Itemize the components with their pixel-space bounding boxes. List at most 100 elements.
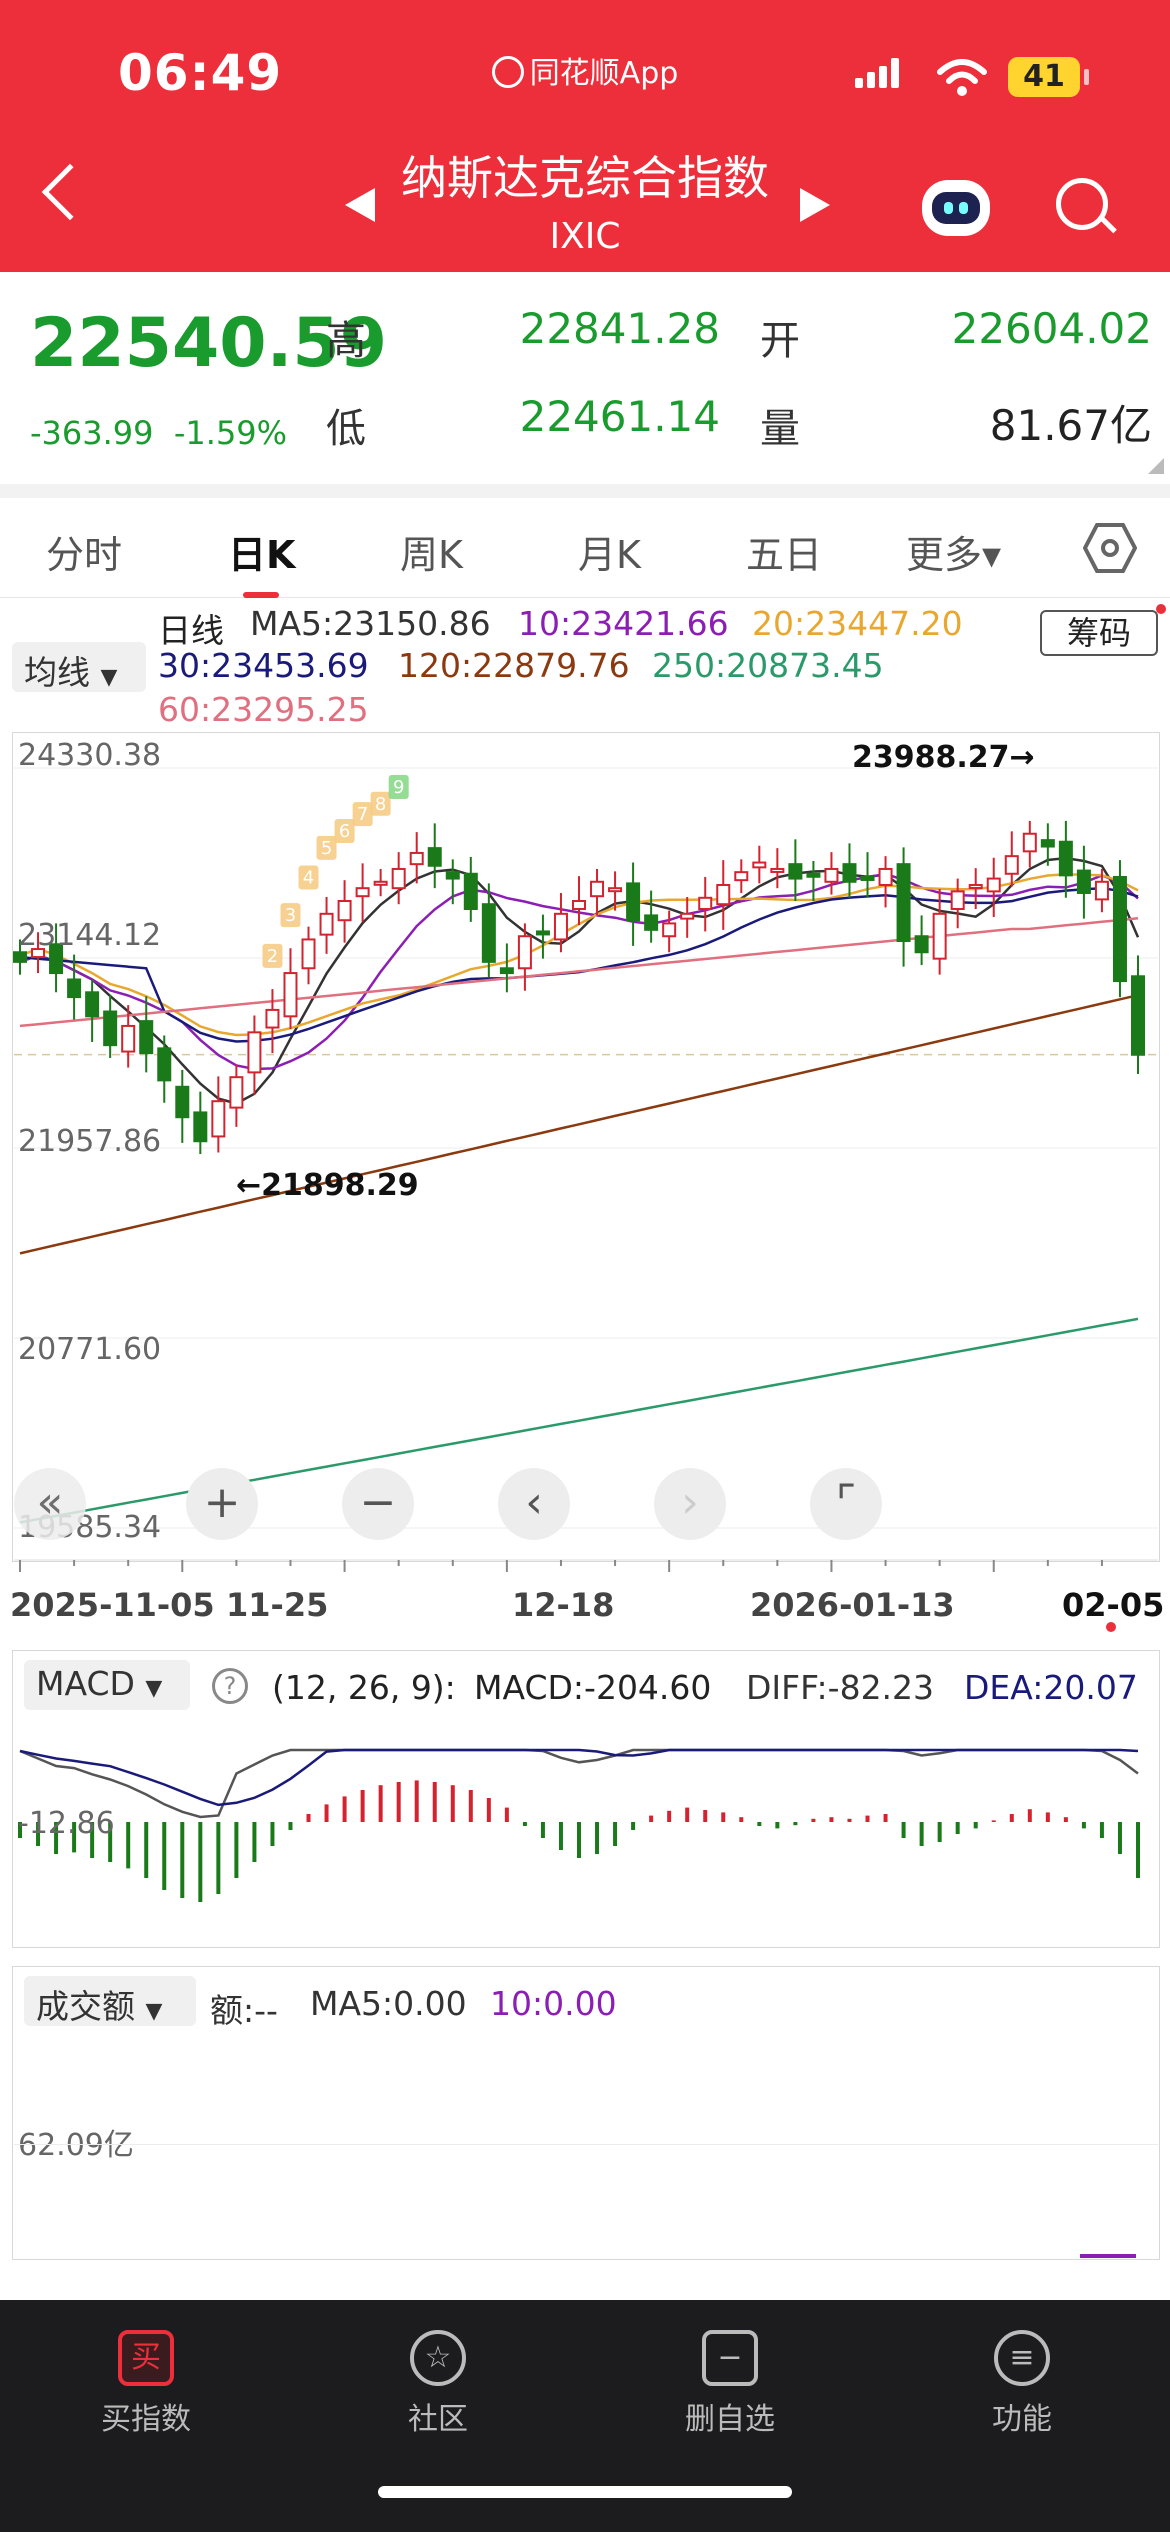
- tab-weekly-k[interactable]: 周K: [400, 533, 463, 577]
- candle: [445, 859, 460, 905]
- ma60-value: 60:23295.25: [158, 690, 369, 729]
- tab-timeshare[interactable]: 分时: [46, 533, 123, 577]
- robot-assistant-icon[interactable]: [922, 180, 990, 236]
- low-value: 22461.14: [519, 392, 720, 441]
- kline-chart-frame[interactable]: [12, 732, 1160, 1562]
- candle-body: [535, 930, 550, 936]
- macd-panel[interactable]: [12, 1650, 1160, 1948]
- nav-functions[interactable]: ≡ 功能: [922, 2318, 1122, 2438]
- ma5-value: MA5:23150.86: [250, 604, 491, 643]
- ma10-value: 10:23421.66: [518, 604, 729, 643]
- nav-label: 删自选: [685, 2402, 775, 2437]
- next-icon[interactable]: ›: [654, 1468, 726, 1540]
- candle-body: [103, 1010, 118, 1047]
- ma-selector[interactable]: 均线 ▼: [12, 642, 146, 692]
- scroll-left-icon[interactable]: «: [14, 1468, 86, 1540]
- high-label: 高: [326, 318, 366, 364]
- help-icon[interactable]: ?: [212, 1668, 248, 1704]
- macd-value: MACD:-204.60: [474, 1668, 712, 1707]
- candle: [968, 868, 983, 910]
- chevron-down-icon: ▼: [145, 1676, 163, 1701]
- home-indicator: [378, 2486, 792, 2498]
- td-count-label: 3: [285, 905, 296, 926]
- nav-community[interactable]: ☆ 社区: [338, 2318, 538, 2438]
- vol-ma10-value: 10:0.00: [490, 1984, 617, 2023]
- td-count-label: 6: [339, 821, 350, 842]
- zoom-out-icon[interactable]: −: [342, 1468, 414, 1540]
- candle: [644, 890, 659, 943]
- macd-selector[interactable]: MACD ▼: [24, 1660, 190, 1710]
- notification-dot: [1156, 604, 1166, 614]
- candle-body: [590, 880, 605, 898]
- candle: [1094, 868, 1109, 913]
- candle-body: [337, 899, 352, 922]
- x-axis-ticks: [14, 1559, 1158, 1572]
- ma120-line: [19, 993, 1139, 1255]
- candle-body: [373, 880, 388, 886]
- candle-body: [265, 1008, 280, 1029]
- candle: [1058, 820, 1073, 898]
- prev-stock-icon[interactable]: [345, 188, 375, 222]
- candle-body: [445, 871, 460, 880]
- candle: [13, 939, 27, 975]
- expand-corner-icon[interactable]: [1148, 458, 1164, 474]
- menu-icon: ≡: [994, 2330, 1050, 2386]
- tab-daily-k[interactable]: 日K: [228, 533, 296, 577]
- change-value: -363.99: [30, 414, 154, 452]
- candle: [626, 862, 641, 946]
- buy-icon: 买: [118, 2330, 174, 2386]
- ma20-value: 20:23447.20: [752, 604, 963, 643]
- fullscreen-icon[interactable]: ⌜: [810, 1468, 882, 1540]
- candle-body: [950, 890, 965, 911]
- tab-more[interactable]: 更多▾: [906, 533, 1002, 577]
- td-count-badge: [352, 802, 373, 827]
- candle-body: [662, 922, 677, 938]
- ma120-value: 120:22879.76: [398, 646, 630, 685]
- td-count-label: 2: [267, 946, 278, 967]
- settings-hexagon-icon[interactable]: [1083, 522, 1137, 574]
- candle-body: [644, 914, 659, 931]
- candle-body: [752, 861, 767, 869]
- candle: [229, 1064, 244, 1127]
- candle-body: [211, 1100, 226, 1138]
- search-icon[interactable]: [1056, 178, 1108, 230]
- candle: [355, 863, 370, 922]
- candle: [193, 1091, 208, 1155]
- volume-gridline: [14, 2144, 1158, 2145]
- active-tab-underline: [243, 592, 279, 598]
- status-time: 06:49: [118, 44, 283, 102]
- td-count-badge: [370, 791, 391, 816]
- candle-body: [968, 883, 983, 889]
- tab-monthly-k[interactable]: 月K: [578, 533, 641, 577]
- change-percent: -1.59%: [173, 414, 288, 452]
- candle-body: [986, 877, 1001, 893]
- next-stock-icon[interactable]: [800, 188, 830, 222]
- diff-value: DIFF:-82.23: [746, 1668, 935, 1707]
- candle: [788, 839, 803, 901]
- macd-selector-label: MACD: [36, 1664, 135, 1703]
- volume-panel[interactable]: [12, 1966, 1160, 2260]
- zoom-in-icon[interactable]: +: [186, 1468, 258, 1540]
- candle-body: [608, 887, 623, 893]
- td-count-badge: [298, 865, 319, 890]
- td-count-badge: [388, 774, 409, 799]
- nav-buy-index[interactable]: 买 买指数: [46, 2318, 246, 2438]
- nav-label: 买指数: [101, 2402, 191, 2437]
- td-count-label: 9: [393, 777, 404, 798]
- candle-body: [301, 938, 316, 970]
- ma-selector-label: 均线: [24, 653, 90, 692]
- candle: [1076, 845, 1091, 919]
- candle-body: [139, 1020, 154, 1055]
- candle: [67, 954, 82, 1020]
- volume-selector[interactable]: 成交额 ▼: [24, 1976, 196, 2026]
- nav-remove-watchlist[interactable]: − 删自选: [630, 2318, 830, 2438]
- open-value: 22604.02: [951, 304, 1152, 353]
- chip-distribution-button[interactable]: 筹码: [1040, 610, 1158, 656]
- high-marker-label: 23988.27→: [852, 740, 1035, 775]
- candle-body: [121, 1024, 136, 1053]
- tab-five-day[interactable]: 五日: [746, 533, 823, 577]
- candle: [680, 896, 695, 938]
- y-tick-label: 23144.12: [18, 918, 162, 953]
- previous-icon[interactable]: ‹: [498, 1468, 570, 1540]
